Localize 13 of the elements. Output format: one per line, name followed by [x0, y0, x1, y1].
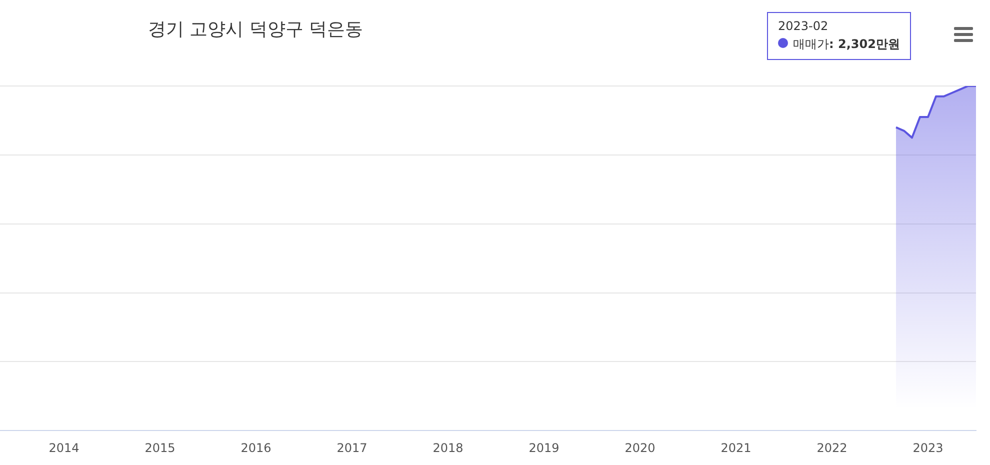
- x-tick-label: 2014: [48, 440, 80, 455]
- x-tick-label: 2018: [432, 440, 464, 455]
- x-tick-label: 2020: [624, 440, 656, 455]
- text: 2023-02: [778, 19, 830, 33]
- x-tick-label: 2022: [816, 440, 848, 455]
- x-tick-label: 2016: [240, 440, 272, 455]
- x-tick-label: 2023: [912, 440, 944, 455]
- x-tick-label: 2015: [144, 440, 176, 455]
- x-tick-label: 2021: [720, 440, 752, 455]
- legend-label: 매매가: [793, 37, 829, 51]
- x-tick-label: 2017: [336, 440, 368, 455]
- x-tick-label: 2019: [528, 440, 560, 455]
- chart-title: 경기 고양시 덕양구 덕은동: [148, 18, 364, 41]
